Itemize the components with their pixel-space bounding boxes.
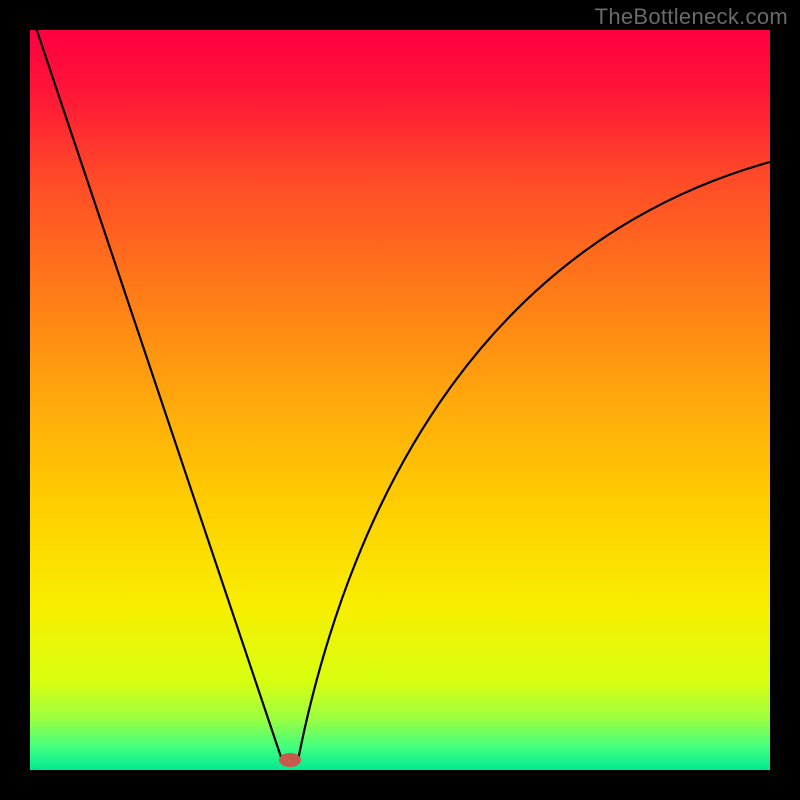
watermark-text: TheBottleneck.com (595, 4, 788, 30)
plot-background (30, 30, 770, 770)
chart-container: TheBottleneck.com (0, 0, 800, 800)
minimum-marker (279, 753, 301, 767)
bottleneck-chart (0, 0, 800, 800)
